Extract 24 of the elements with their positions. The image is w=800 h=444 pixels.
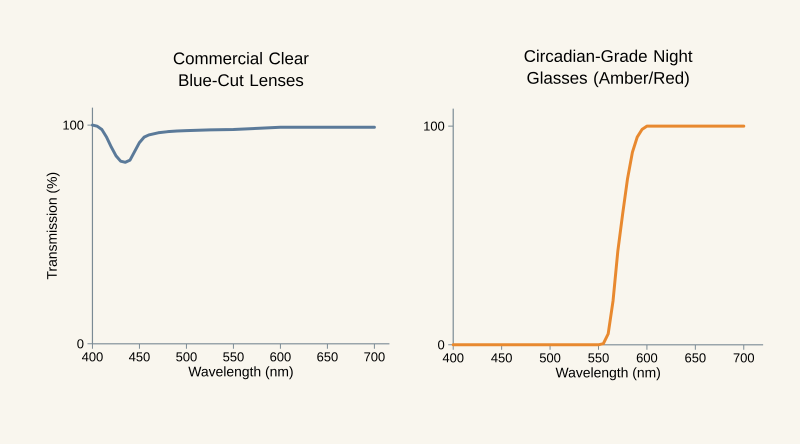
x-tick-label: 600 — [636, 353, 658, 362]
y-tick-label: 100 — [63, 120, 84, 130]
y-tick-label: 0 — [77, 339, 84, 348]
x-axis-title: Wavelength (nm) — [556, 367, 660, 380]
x-tick-label: 550 — [588, 353, 609, 362]
x-tick-label: 550 — [223, 352, 244, 362]
x-axis-title: Wavelength (nm) — [188, 366, 293, 379]
x-tick-label: 700 — [364, 352, 385, 362]
y-tick-label: 0 — [438, 340, 444, 350]
x-tick-label: 400 — [82, 352, 103, 362]
x-tick-label: 700 — [734, 353, 754, 362]
y-tick-label: 100 — [424, 121, 444, 130]
x-tick-label: 650 — [685, 353, 706, 362]
x-tick-label: 450 — [491, 353, 512, 362]
x-tick-label: 650 — [317, 352, 338, 362]
x-tick-label: 400 — [442, 353, 464, 362]
x-tick-label: 500 — [540, 353, 560, 362]
line-series — [452, 124, 746, 346]
x-tick-label: 600 — [270, 352, 291, 362]
y-axis-title: Transmission (%) — [46, 172, 60, 279]
x-tick-label: 500 — [176, 352, 197, 362]
chart-title: Circadian-Grade Night Glasses (Amber/Red) — [524, 49, 692, 87]
chart-title: Commercial Clear Blue-Cut Lenses — [174, 52, 309, 86]
x-tick-label: 450 — [128, 352, 150, 362]
